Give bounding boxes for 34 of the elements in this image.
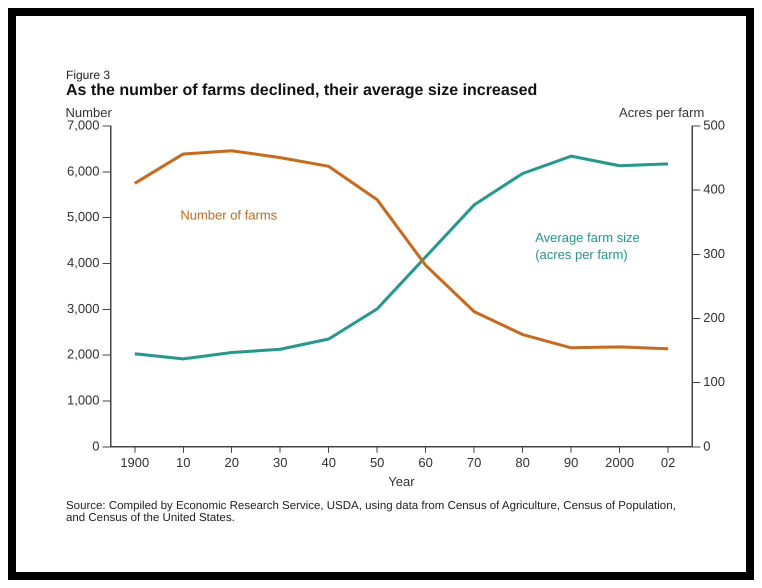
- y2-tick-label: 500: [703, 118, 726, 133]
- text: Average farm size (acres per farm): [535, 230, 640, 262]
- source-note: Source: Compiled by Economic Research Service, USDA, using data from Census of Agriculture, Census of Population, and Census of the United States.: [66, 500, 677, 524]
- x-tick-label: 90: [564, 455, 578, 470]
- y-tick-label: 1,000: [66, 392, 100, 408]
- chart-title: As the number of farms declined, their average size increased: [66, 82, 538, 100]
- x-tick-label: 1900: [120, 455, 150, 470]
- y2-tick-label: 400: [703, 182, 726, 197]
- y-tick-label: 6,000: [66, 163, 100, 178]
- y-tick-label: 0: [92, 438, 100, 454]
- y2-tick-label: 300: [703, 246, 726, 261]
- chart-subtitle: Figure 3: [66, 68, 112, 82]
- x-tick-label: 20: [224, 455, 239, 470]
- x-tick-label: 70: [466, 455, 482, 470]
- y2-tick-label: 200: [703, 310, 726, 326]
- x-tick-label: 50: [370, 455, 384, 470]
- y-tick-label: 5,000: [66, 209, 100, 224]
- y-tick-label: 7,000: [66, 118, 100, 133]
- x-axis-title: Year: [388, 474, 416, 489]
- y-tick-label: 4,000: [66, 255, 100, 270]
- x-tick-label: 02: [660, 455, 676, 470]
- text: Number of farms: [180, 207, 278, 222]
- x-tick-label: 2000: [605, 455, 634, 470]
- x-tick-label: 30: [272, 455, 288, 470]
- y-axis-title: Number: [66, 105, 112, 120]
- x-tick-label: 40: [321, 455, 336, 470]
- y2-tick-label: 0: [703, 438, 711, 454]
- y2-tick-label: 100: [703, 374, 726, 390]
- y-tick-label: 3,000: [66, 300, 100, 316]
- x-tick-label: 80: [515, 455, 530, 470]
- y2-axis-title: Acres per farm: [619, 105, 704, 120]
- x-tick-label: 60: [418, 455, 433, 470]
- y-tick-label: 2,000: [66, 346, 100, 362]
- x-tick-label: 10: [176, 455, 190, 470]
